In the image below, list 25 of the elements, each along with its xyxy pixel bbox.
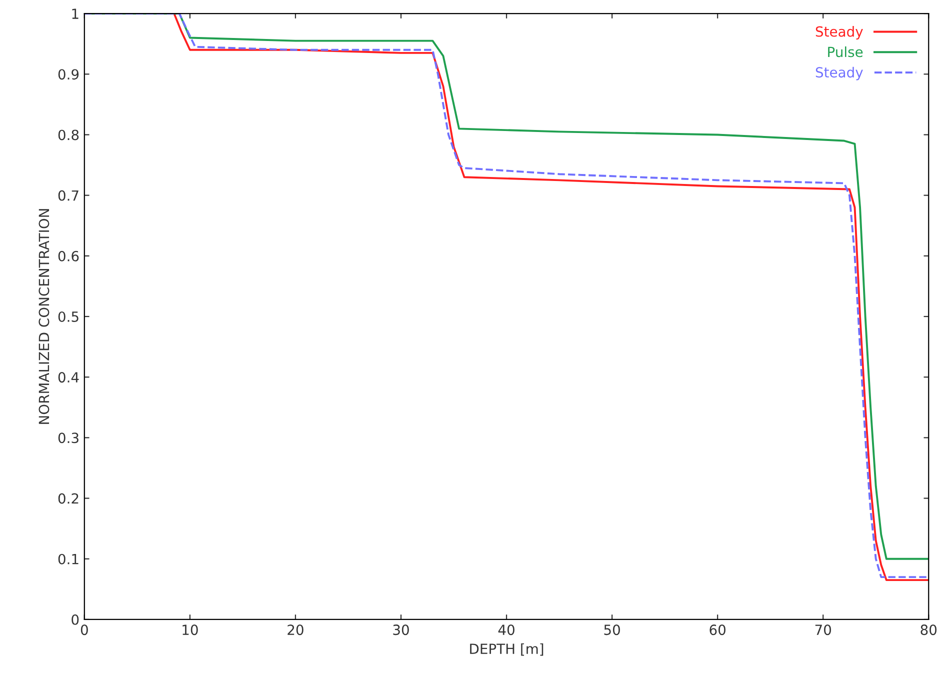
x-tick-label: 80 xyxy=(920,624,937,636)
y-axis-title: NORMALIZED CONCENTRATION xyxy=(38,209,50,424)
x-tick-label: 10 xyxy=(182,624,198,636)
y-tick-label: 0.4 xyxy=(58,372,79,383)
y-tick-label: 0.7 xyxy=(58,190,78,201)
x-tick-label: 70 xyxy=(815,624,832,636)
y-tick-label: 0.3 xyxy=(58,432,78,444)
y-tick-label: 0.9 xyxy=(58,69,79,80)
legend-label: Steady xyxy=(816,26,863,40)
legend-label: Steady xyxy=(816,66,863,80)
y-tick-label: 0.8 xyxy=(58,130,79,140)
legend-label: Pulse xyxy=(828,46,863,58)
x-tick-label: 60 xyxy=(710,624,726,636)
x-tick-label: 30 xyxy=(393,624,409,636)
x-tick-label: 0 xyxy=(80,624,88,636)
x-axis-title: DEPTH [m] xyxy=(470,643,544,656)
x-tick-label: 20 xyxy=(288,624,304,636)
y-tick-label: 0.2 xyxy=(58,493,78,504)
y-tick-label: 0 xyxy=(72,614,79,625)
x-tick-label: 50 xyxy=(604,624,620,636)
y-tick-label: 0.6 xyxy=(58,250,79,262)
y-tick-label: 0.5 xyxy=(58,311,78,322)
y-tick-label: 0.1 xyxy=(58,554,78,564)
y-tick-label: 1 xyxy=(72,8,78,19)
x-tick-label: 40 xyxy=(498,624,514,636)
